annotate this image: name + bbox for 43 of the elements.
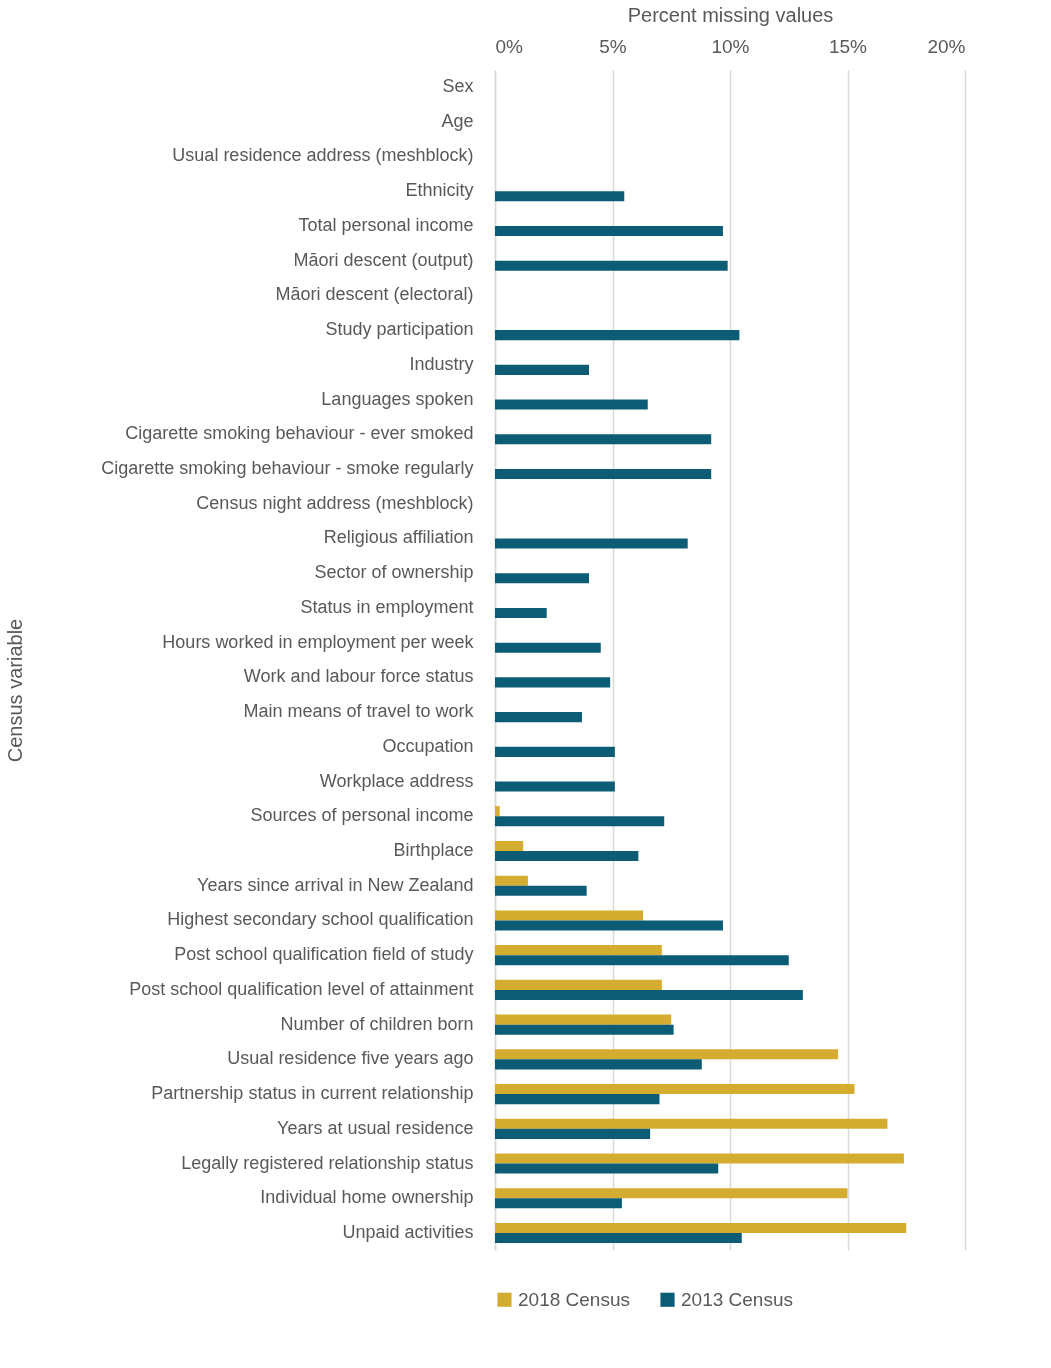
y-tick-label: Years since arrival in New Zealand [197, 874, 474, 895]
y-tick-label: Usual residence address (meshblock) [172, 145, 474, 166]
legend-label: 2018 Census [518, 1288, 630, 1310]
y-tick-label: Study participation [325, 319, 474, 340]
x-tick-label: 10% [711, 35, 750, 57]
y-tick-label: Highest secondary school qualification [167, 909, 474, 930]
y-tick-label: Post school qualification level of attainment [129, 978, 474, 999]
y-tick-label: Cigarette smoking behaviour - smoke regularly [101, 458, 474, 479]
y-tick-label: Sources of personal income [250, 805, 474, 826]
x-tick-label: 5% [599, 35, 627, 57]
y-tick-label: Cigarette smoking behaviour - ever smoked [125, 423, 474, 444]
y-tick-label: Partnership status in current relationship [151, 1083, 474, 1104]
y-tick-label: Birthplace [393, 839, 474, 860]
y-tick-label: Work and labour force status [243, 666, 474, 687]
x-axis-title: Percent missing values [627, 3, 834, 26]
y-tick-label: Status in employment [300, 596, 474, 617]
y-tick-label: Sector of ownership [314, 562, 474, 583]
y-tick-label: Religious affiliation [323, 527, 474, 548]
x-tick-label: 15% [828, 35, 868, 57]
y-tick-label: Post school qualification field of study [174, 944, 474, 965]
y-tick-label: Languages spoken [321, 388, 474, 409]
y-tick-label: Total personal income [298, 214, 474, 235]
y-tick-label: Workplace address [319, 770, 474, 791]
y-tick-label: Māori descent (output) [293, 249, 474, 270]
x-tick-label: 20% [927, 35, 966, 57]
y-tick-label: Main means of travel to work [243, 701, 475, 722]
y-tick-label: Sex [442, 76, 474, 97]
x-tick-label: 0% [495, 35, 524, 57]
y-tick-label: Legally registered relationship status [181, 1152, 474, 1173]
y-tick-label: Unpaid activities [342, 1221, 474, 1242]
y-tick-label: Hours worked in employment per week [162, 631, 475, 652]
y-tick-label: Usual residence five years ago [227, 1048, 474, 1069]
y-tick-label: Number of children born [280, 1013, 474, 1034]
y-tick-label: Age [441, 110, 474, 131]
legend-label: 2013 Census [681, 1288, 793, 1310]
y-tick-label: Individual home ownership [260, 1187, 474, 1208]
y-tick-label: Ethnicity [405, 180, 474, 201]
y-tick-label: Census night address (meshblock) [196, 492, 474, 513]
y-tick-label: Māori descent (electoral) [275, 284, 474, 305]
y-tick-label: Years at usual residence [277, 1117, 474, 1138]
y-axis-title: Census variable [3, 618, 26, 763]
y-tick-label: Occupation [382, 735, 474, 756]
y-tick-label: Industry [409, 353, 474, 374]
